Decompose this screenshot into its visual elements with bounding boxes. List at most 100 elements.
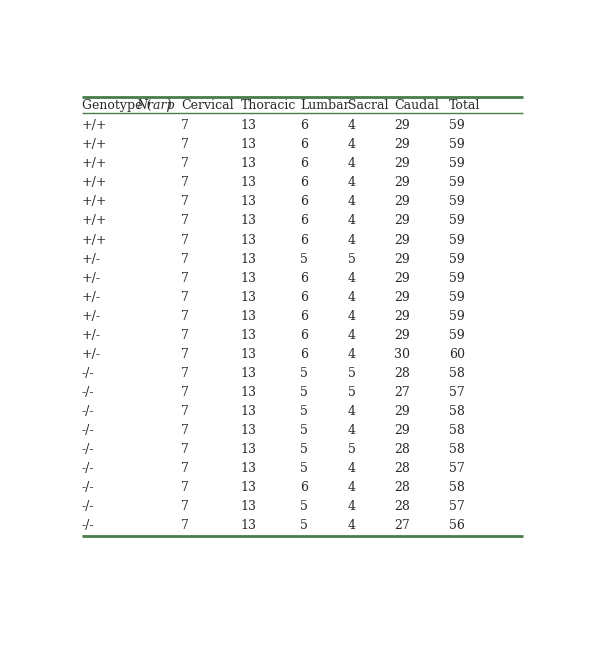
Text: 13: 13	[241, 158, 257, 171]
Text: 28: 28	[394, 462, 409, 475]
Text: 7: 7	[181, 367, 189, 380]
Text: 28: 28	[394, 500, 409, 513]
Text: 4: 4	[348, 462, 356, 475]
Text: Sacral: Sacral	[348, 99, 389, 112]
Text: 4: 4	[348, 291, 356, 303]
Text: 59: 59	[448, 214, 464, 227]
Text: 58: 58	[448, 367, 464, 380]
Text: 28: 28	[394, 443, 409, 456]
Text: 28: 28	[394, 367, 409, 380]
Text: 28: 28	[394, 481, 409, 494]
Text: 13: 13	[241, 462, 257, 475]
Text: 7: 7	[181, 329, 189, 342]
Text: 13: 13	[241, 271, 257, 284]
Text: 4: 4	[348, 310, 356, 323]
Text: -/-: -/-	[82, 443, 94, 456]
Text: 7: 7	[181, 348, 189, 361]
Text: -/-: -/-	[82, 519, 94, 533]
Text: +/-: +/-	[82, 271, 101, 284]
Text: 56: 56	[448, 519, 464, 533]
Text: 13: 13	[241, 443, 257, 456]
Text: Genotype (: Genotype (	[82, 99, 152, 112]
Text: 13: 13	[241, 253, 257, 266]
Text: 7: 7	[181, 500, 189, 513]
Text: 58: 58	[448, 481, 464, 494]
Text: 29: 29	[394, 214, 409, 227]
Text: 5: 5	[348, 253, 356, 266]
Text: 13: 13	[241, 348, 257, 361]
Text: 6: 6	[300, 348, 308, 361]
Text: 7: 7	[181, 138, 189, 151]
Text: Lumbar: Lumbar	[300, 99, 350, 112]
Text: 4: 4	[348, 234, 356, 247]
Text: 4: 4	[348, 500, 356, 513]
Text: 13: 13	[241, 119, 257, 132]
Text: 59: 59	[448, 234, 464, 247]
Text: +/-: +/-	[82, 253, 101, 266]
Text: 29: 29	[394, 329, 409, 342]
Text: 6: 6	[300, 158, 308, 171]
Text: 59: 59	[448, 176, 464, 189]
Text: 4: 4	[348, 348, 356, 361]
Text: 4: 4	[348, 481, 356, 494]
Text: 27: 27	[394, 519, 409, 533]
Text: 6: 6	[300, 119, 308, 132]
Text: 29: 29	[394, 291, 409, 303]
Text: 13: 13	[241, 310, 257, 323]
Text: 13: 13	[241, 405, 257, 418]
Text: 13: 13	[241, 195, 257, 208]
Text: 7: 7	[181, 386, 189, 399]
Text: -/-: -/-	[82, 481, 94, 494]
Text: 60: 60	[448, 348, 465, 361]
Text: 4: 4	[348, 329, 356, 342]
Text: 13: 13	[241, 481, 257, 494]
Text: 7: 7	[181, 119, 189, 132]
Text: 59: 59	[448, 291, 464, 303]
Text: 29: 29	[394, 310, 409, 323]
Text: 57: 57	[448, 462, 464, 475]
Text: 59: 59	[448, 138, 464, 151]
Text: 7: 7	[181, 462, 189, 475]
Text: 29: 29	[394, 253, 409, 266]
Text: 13: 13	[241, 234, 257, 247]
Text: 6: 6	[300, 176, 308, 189]
Text: 7: 7	[181, 195, 189, 208]
Text: 6: 6	[300, 195, 308, 208]
Text: 7: 7	[181, 443, 189, 456]
Text: 29: 29	[394, 176, 409, 189]
Text: 6: 6	[300, 291, 308, 303]
Text: 4: 4	[348, 271, 356, 284]
Text: 7: 7	[181, 234, 189, 247]
Text: +/+: +/+	[82, 119, 107, 132]
Text: 6: 6	[300, 329, 308, 342]
Text: +/+: +/+	[82, 138, 107, 151]
Text: +/+: +/+	[82, 158, 107, 171]
Text: 6: 6	[300, 234, 308, 247]
Text: +/-: +/-	[82, 310, 101, 323]
Text: 59: 59	[448, 119, 464, 132]
Text: 5: 5	[300, 405, 308, 418]
Text: +/+: +/+	[82, 195, 107, 208]
Text: 6: 6	[300, 138, 308, 151]
Text: -/-: -/-	[82, 500, 94, 513]
Text: Total: Total	[448, 99, 480, 112]
Text: 13: 13	[241, 367, 257, 380]
Text: 29: 29	[394, 158, 409, 171]
Text: +/-: +/-	[82, 291, 101, 303]
Text: 4: 4	[348, 214, 356, 227]
Text: 5: 5	[300, 462, 308, 475]
Text: 5: 5	[300, 519, 308, 533]
Text: 29: 29	[394, 138, 409, 151]
Text: 13: 13	[241, 500, 257, 513]
Text: -/-: -/-	[82, 386, 94, 399]
Text: 6: 6	[300, 271, 308, 284]
Text: 5: 5	[348, 443, 356, 456]
Text: 58: 58	[448, 443, 464, 456]
Text: 57: 57	[448, 500, 464, 513]
Text: 7: 7	[181, 158, 189, 171]
Text: 4: 4	[348, 195, 356, 208]
Text: 29: 29	[394, 271, 409, 284]
Text: +/+: +/+	[82, 234, 107, 247]
Text: 13: 13	[241, 519, 257, 533]
Text: 57: 57	[448, 386, 464, 399]
